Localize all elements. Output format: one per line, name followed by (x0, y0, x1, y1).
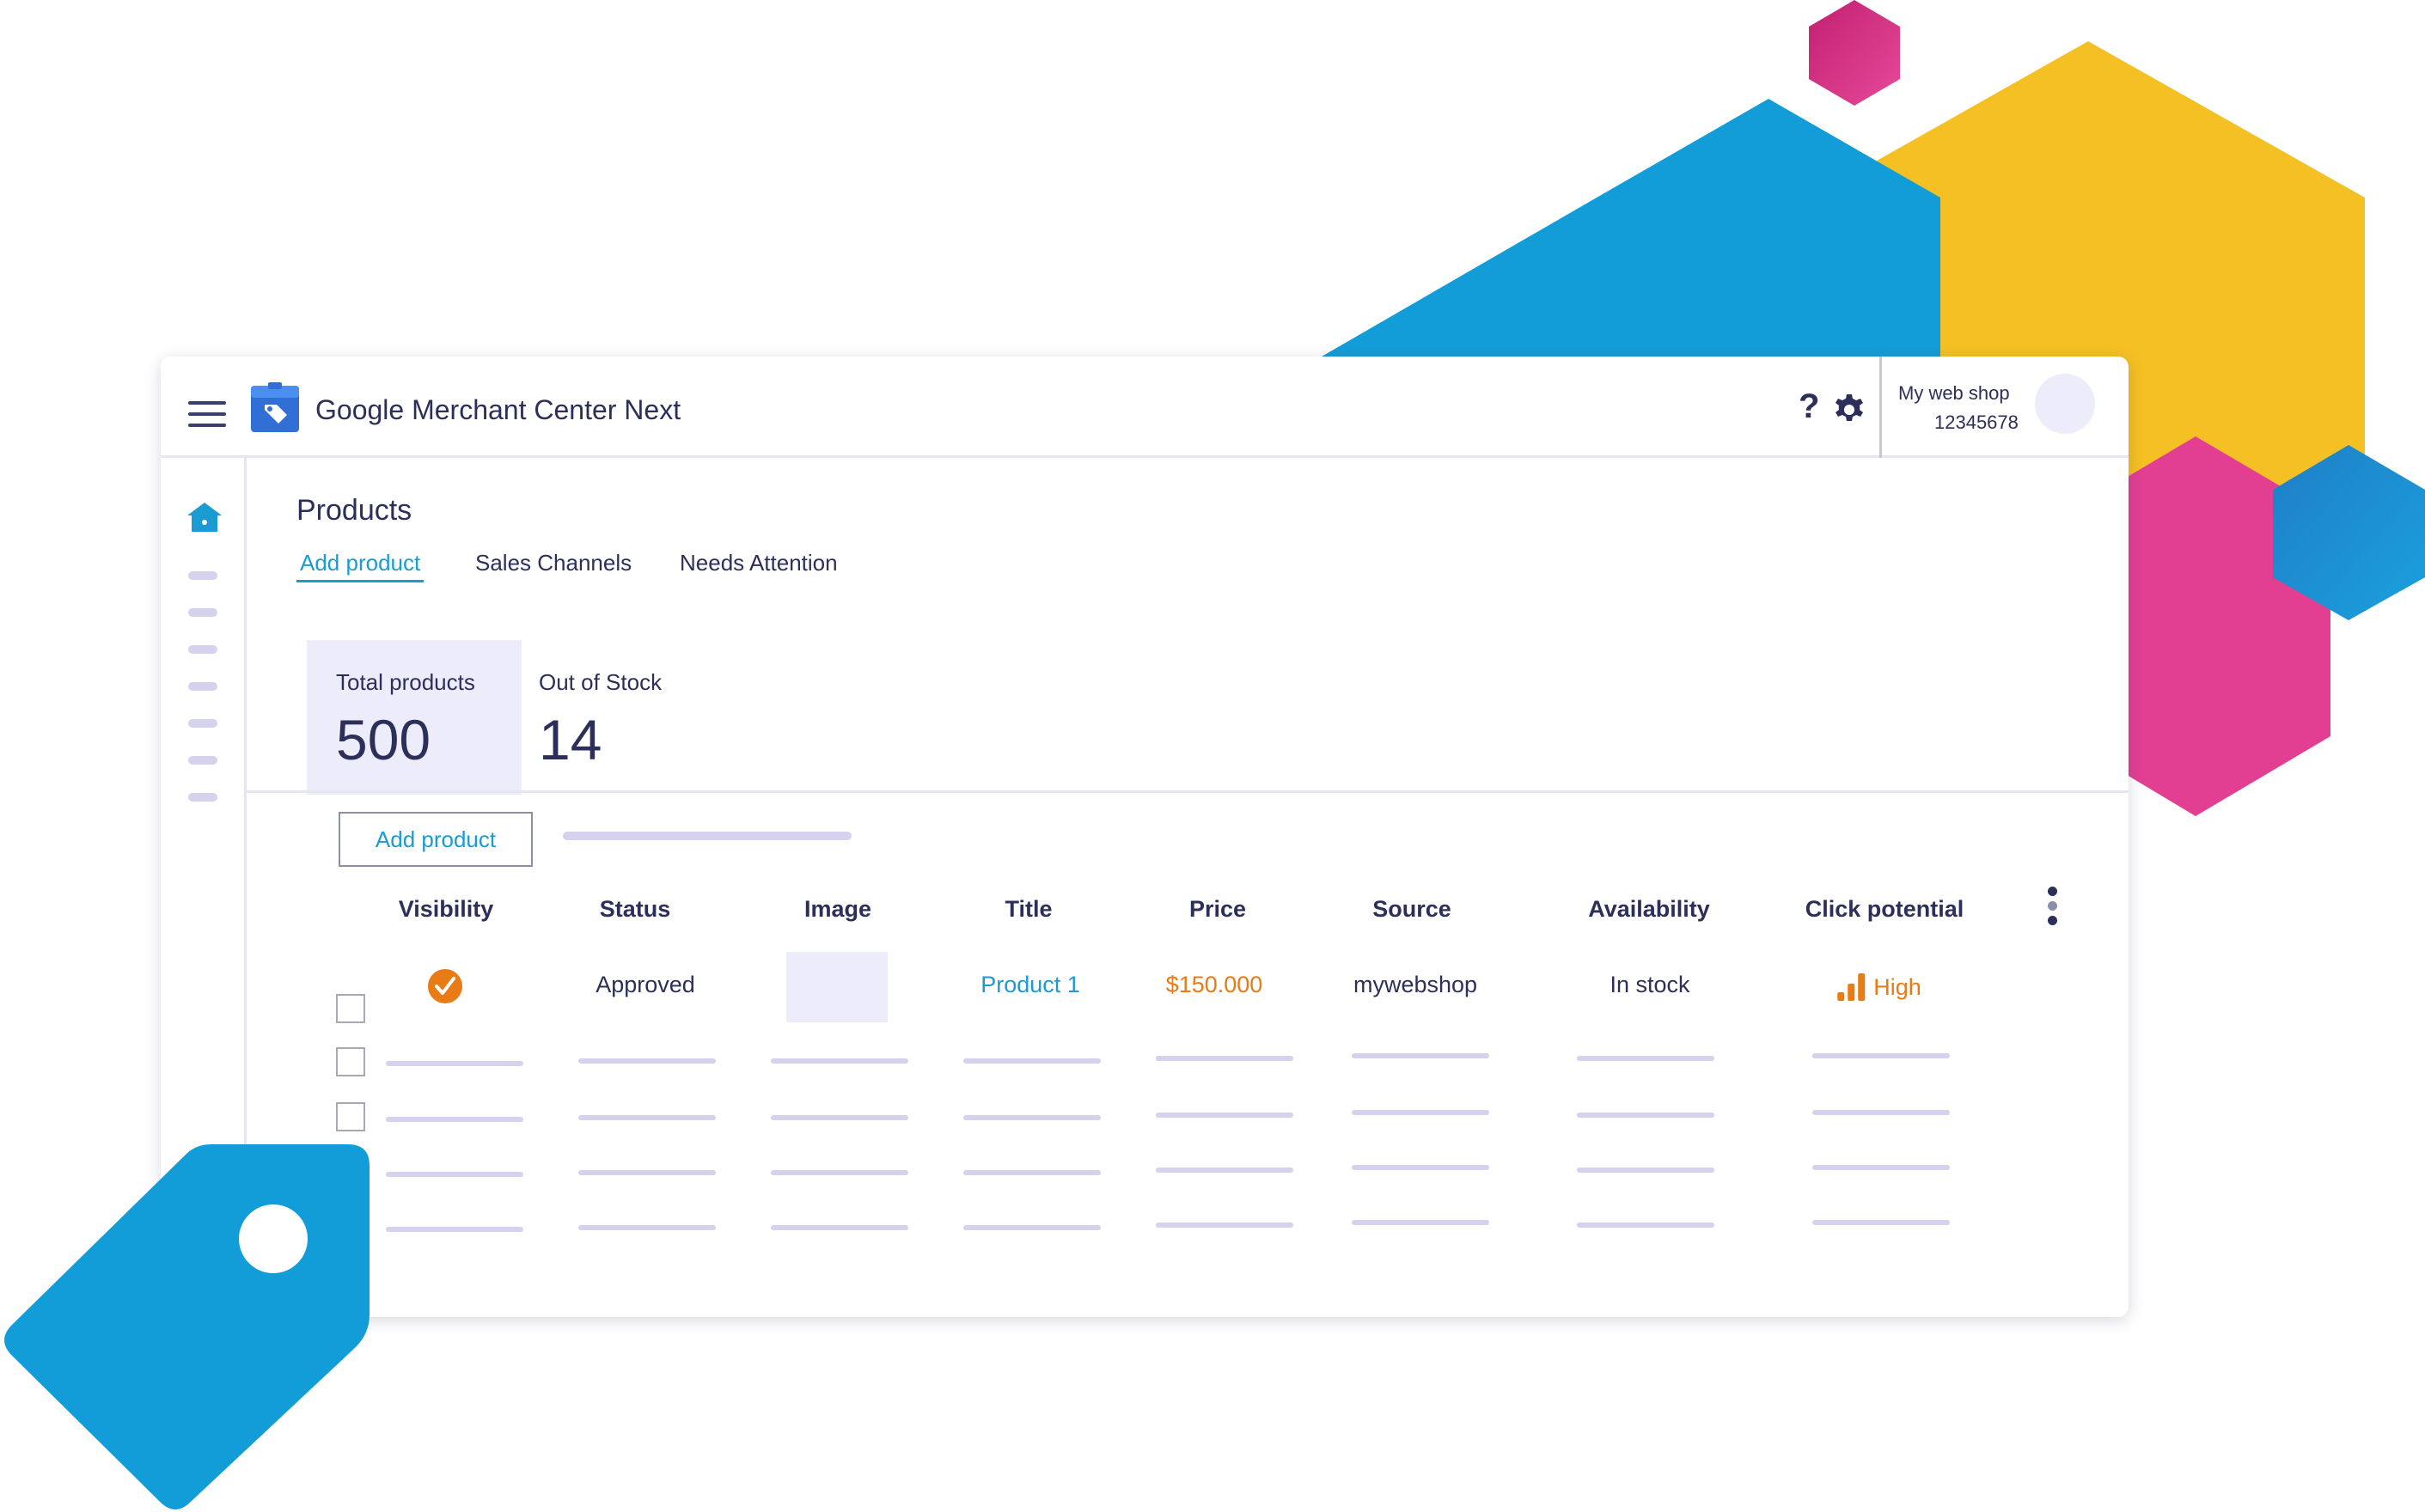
sidebar-item[interactable] (188, 571, 217, 580)
small-pink-hexagon-shape (1809, 0, 1900, 106)
row-click-potential: High (1837, 972, 1921, 1001)
out-of-stock-value: 14 (539, 708, 602, 771)
column-header-status[interactable]: Status (599, 896, 671, 922)
header-divider (1879, 357, 1882, 458)
app-window: Google Merchant Center Next ? My web sho… (161, 357, 2129, 1317)
row-source: mywebshop (1353, 972, 1478, 997)
tab-add-product[interactable]: Add product (296, 550, 425, 582)
filter-bar-placeholder[interactable] (563, 832, 852, 840)
sidebar-item[interactable] (188, 756, 217, 765)
help-icon[interactable]: ? (1799, 387, 1820, 425)
total-products-card[interactable]: Total products 500 (307, 640, 522, 795)
account-name: My web shop (1898, 382, 2010, 404)
account-id: 12345678 (1934, 412, 2019, 433)
signal-bars-icon (1837, 972, 1866, 1001)
tab-sales-channels[interactable]: Sales Channels (475, 550, 632, 576)
sidebar-item[interactable] (188, 608, 217, 617)
sidebar-item[interactable] (188, 645, 217, 654)
add-product-button[interactable]: Add product (339, 812, 533, 867)
column-header-price[interactable]: Price (1188, 896, 1247, 922)
top-bar: Google Merchant Center Next ? My web sho… (161, 357, 2129, 458)
product-image-thumbnail (786, 952, 888, 1022)
small-blue-hexagon-shape (2273, 445, 2425, 620)
column-header-source[interactable]: Source (1372, 896, 1451, 922)
row-checkbox[interactable] (336, 1047, 365, 1076)
sidebar-item[interactable] (188, 719, 217, 728)
more-options-icon[interactable] (2048, 887, 2060, 935)
total-products-value: 500 (336, 708, 431, 771)
out-of-stock-label: Out of Stock (539, 669, 663, 695)
column-header-visibility[interactable]: Visibility (398, 896, 494, 922)
pink-hexagon-shape (2062, 436, 2330, 816)
home-icon[interactable] (186, 501, 223, 533)
avatar[interactable] (2035, 374, 2095, 434)
gear-icon[interactable] (1832, 393, 1866, 427)
check-circle-icon (428, 969, 462, 1003)
section-divider (247, 790, 2129, 793)
row-checkbox[interactable] (336, 1102, 365, 1131)
row-title-link[interactable]: Product 1 (980, 972, 1080, 997)
column-header-click-potential[interactable]: Click potential (1805, 896, 1964, 922)
row-availability: In stock (1610, 972, 1690, 997)
app-title: Google Merchant Center Next (315, 394, 681, 425)
price-tag-icon (4, 1144, 370, 1509)
page-title: Products (296, 494, 412, 527)
sidebar-item[interactable] (188, 682, 217, 691)
out-of-stock-card[interactable]: Out of Stock 14 (539, 640, 754, 795)
tab-needs-attention[interactable]: Needs Attention (680, 550, 838, 576)
row-checkbox[interactable] (336, 994, 365, 1023)
sidebar (161, 458, 247, 1317)
merchant-center-logo-icon (251, 382, 299, 432)
row-status: Approved (596, 972, 695, 997)
column-header-image[interactable]: Image (803, 896, 872, 922)
column-header-availability[interactable]: Availability (1588, 896, 1710, 922)
column-header-title[interactable]: Title (1005, 896, 1053, 922)
menu-icon[interactable] (188, 401, 226, 427)
row-price: $150.000 (1165, 972, 1263, 997)
sidebar-item[interactable] (188, 793, 217, 802)
click-potential-label: High (1873, 974, 1921, 1000)
total-products-label: Total products (336, 669, 475, 695)
